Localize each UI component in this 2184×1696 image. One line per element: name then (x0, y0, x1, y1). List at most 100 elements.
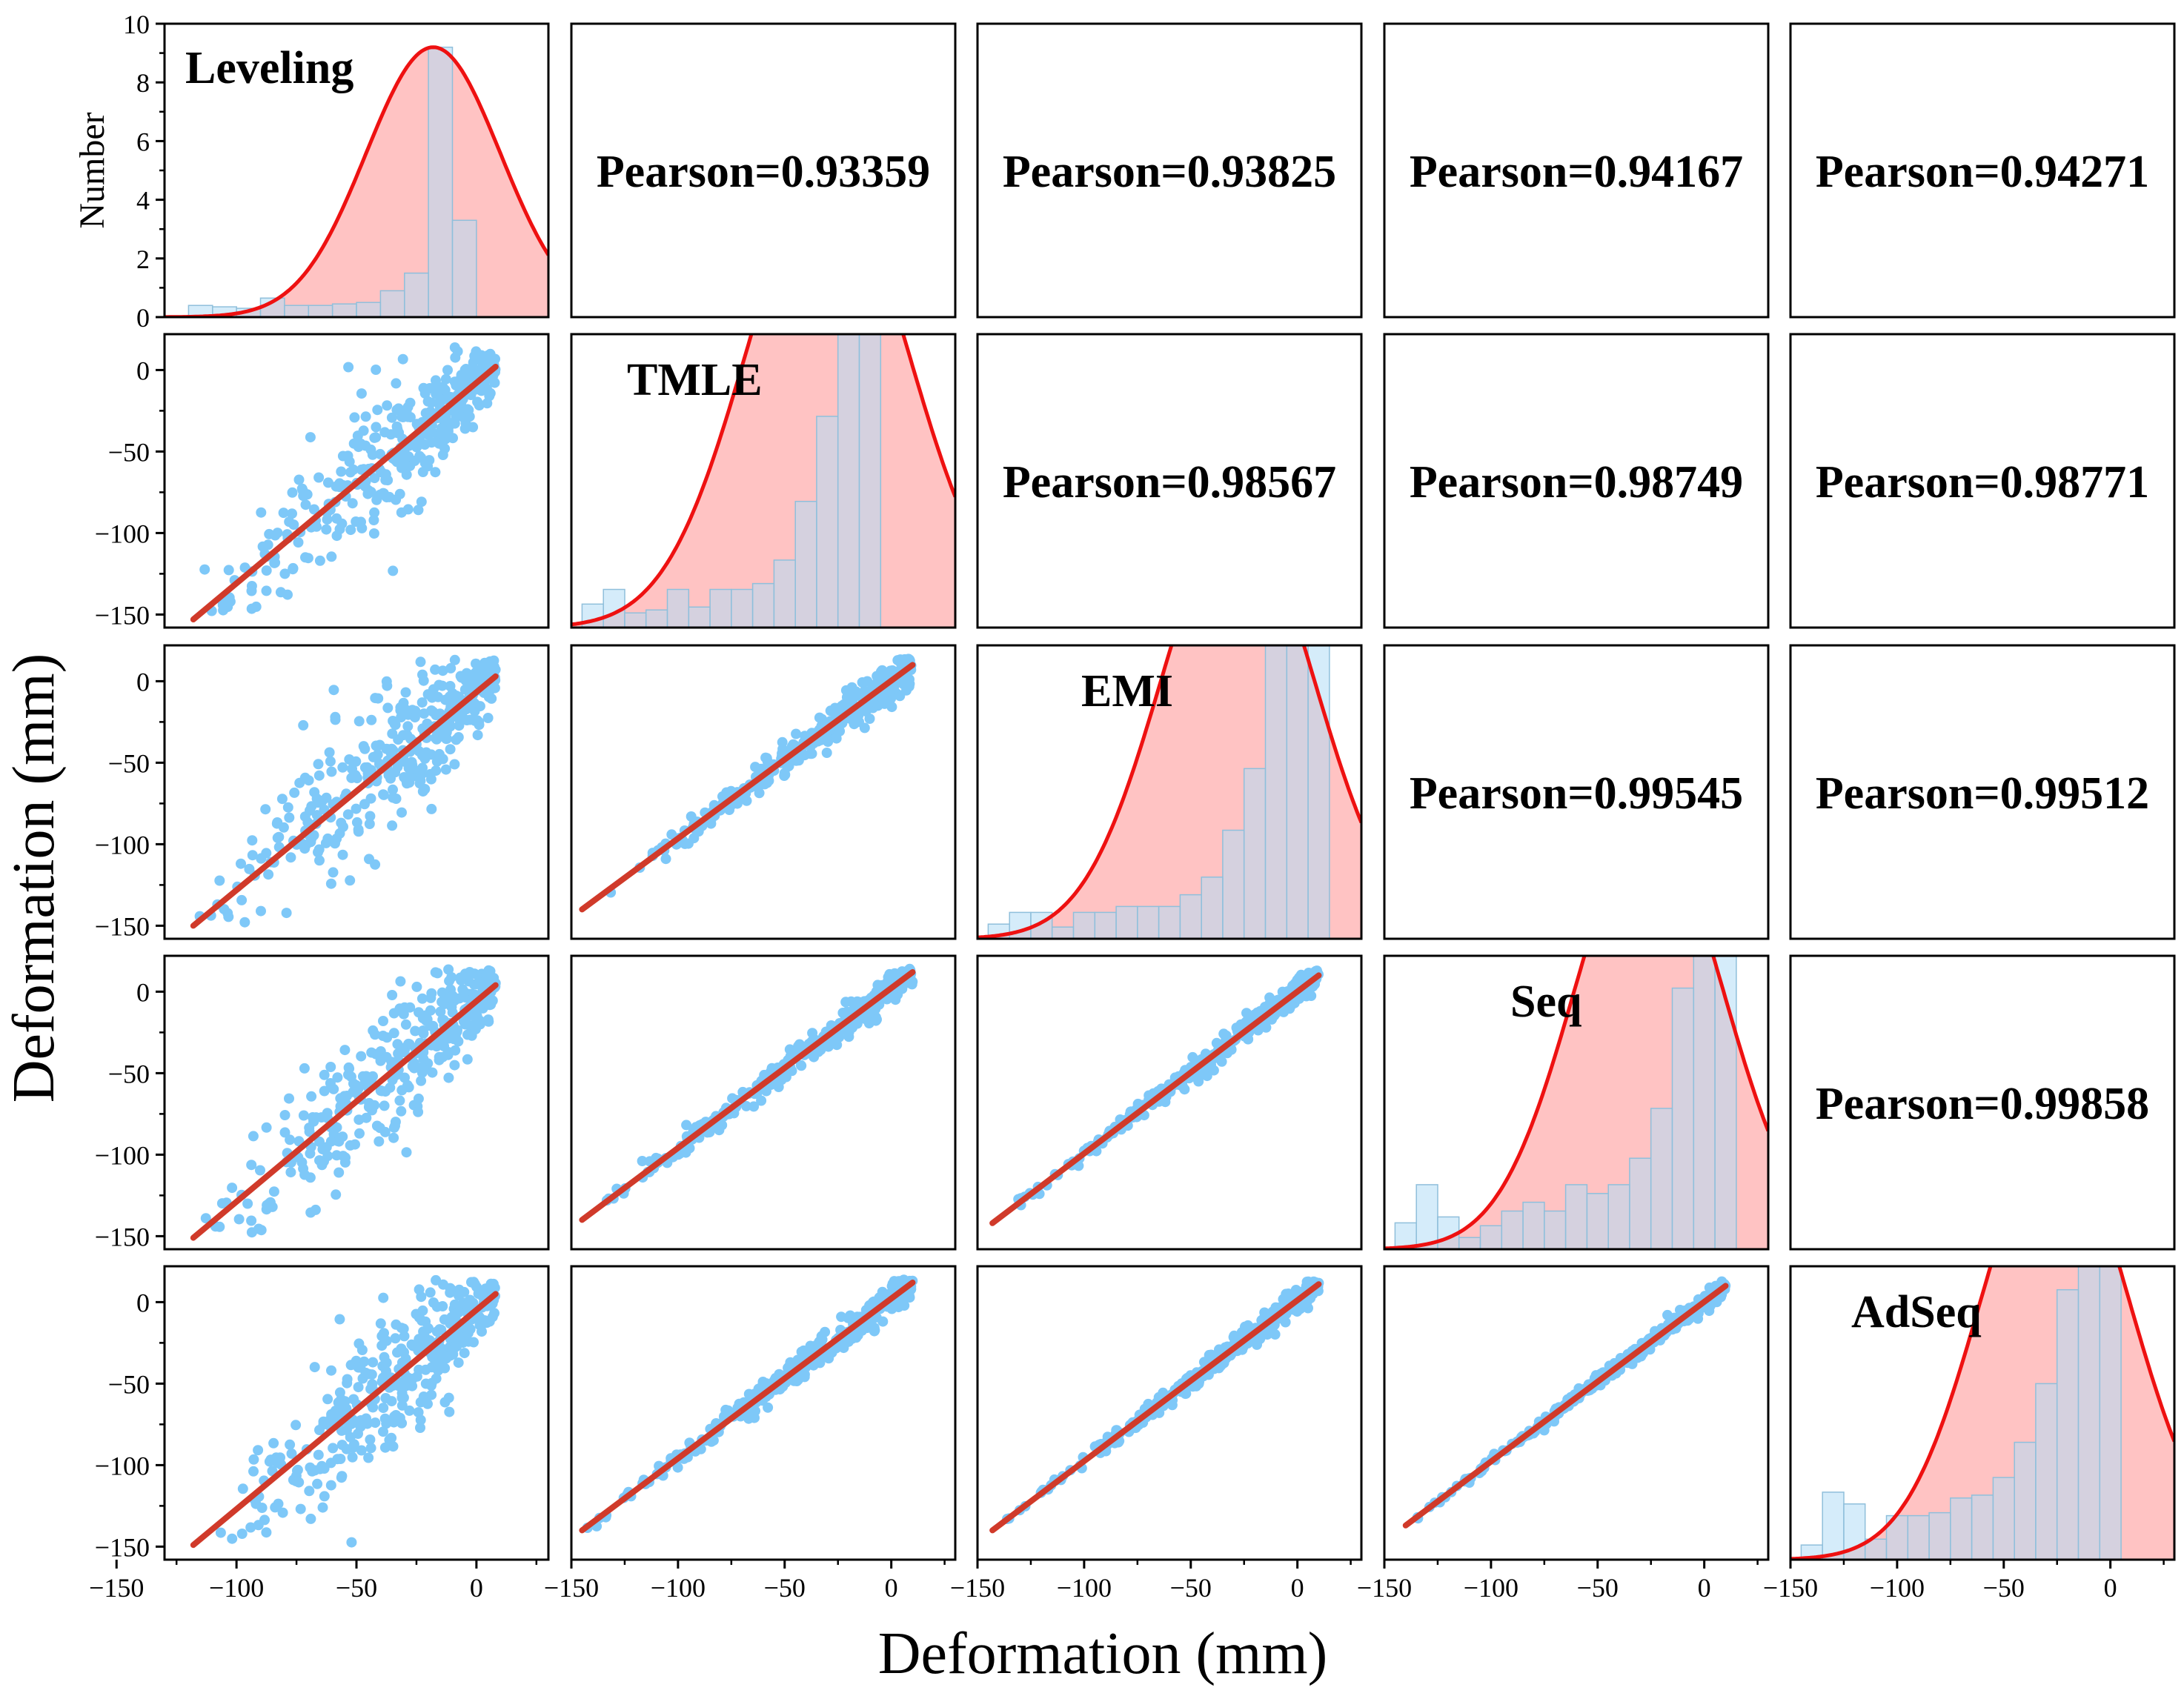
scatter-point (706, 818, 717, 829)
scatter-point (419, 388, 431, 399)
scatter-point (253, 1445, 264, 1456)
scatter-point (852, 1018, 863, 1029)
panel-r3-c4: Pearson=0.99858 (1789, 954, 2176, 1251)
scatter-point (867, 679, 878, 691)
histogram-bar (1907, 1514, 1930, 1560)
panel-r0-c3: Pearson=0.94167 (1383, 22, 1770, 319)
scatter-point (319, 1491, 330, 1502)
histogram-bar (1458, 1237, 1481, 1249)
histogram-bar (331, 303, 357, 317)
normal-curve-line (978, 645, 1361, 939)
scatter-point (474, 662, 485, 674)
scatter-point (374, 489, 385, 500)
scatter-point (404, 1405, 415, 1416)
scatter-points (200, 964, 501, 1238)
panel-r2-c0: 0 −50 −100 −150 (95, 644, 550, 941)
scatter-point (369, 473, 380, 484)
scatter-point (314, 1425, 325, 1435)
scatter-point (370, 1417, 381, 1429)
scatter-point (840, 997, 852, 1008)
scatter-point (415, 775, 426, 786)
histogram-bar (1158, 905, 1181, 939)
histogram-bar (1307, 645, 1330, 939)
scatter-point (443, 964, 454, 975)
scatter-point (291, 1420, 302, 1431)
scatter-point (459, 1348, 470, 1359)
histogram-bar (308, 305, 333, 317)
scatter-point (384, 1434, 395, 1446)
panel-frame (1789, 644, 2176, 940)
scatter-point (485, 999, 497, 1010)
method-label-tmle: TMLE (627, 355, 763, 405)
panel-r0-c2: Pearson=0.93825 (976, 22, 1363, 319)
scatter-point (489, 1308, 499, 1319)
scatter-point (396, 1357, 408, 1368)
scatter-point (333, 1397, 344, 1408)
scatter-point (831, 733, 842, 744)
scatter-point (448, 1034, 459, 1045)
scatter-point (298, 1110, 309, 1121)
scatter-point (430, 467, 441, 478)
histogram-bar (2077, 1266, 2101, 1560)
x-tick-label: 0 (1291, 1573, 1304, 1603)
panel-r0-c1: Pearson=0.93359 (570, 22, 957, 319)
histogram-content (571, 334, 955, 628)
scatter-point (218, 605, 229, 616)
scatter-point (877, 671, 889, 682)
scatter-point (436, 423, 447, 433)
scatter-point (485, 656, 496, 667)
scatter-point (428, 1297, 439, 1308)
scatter-point (360, 411, 371, 422)
scatter-point (353, 1382, 364, 1393)
y-tick-label: 6 (136, 127, 150, 156)
scatter-point (460, 1015, 471, 1026)
scatter-point (459, 1286, 470, 1297)
scatter-point (375, 1318, 386, 1329)
scatter-point (869, 1326, 880, 1337)
scatter-point (450, 352, 461, 363)
scatter-point (422, 461, 434, 472)
histogram-bar (451, 219, 477, 317)
scatter-point (474, 400, 485, 410)
scatter-point (754, 788, 765, 799)
scatter-point (331, 1189, 342, 1200)
histogram-content (165, 45, 548, 317)
scatter-point (279, 568, 291, 579)
scatter-point (276, 794, 288, 805)
scatter-point (411, 442, 422, 453)
histogram-bar (356, 302, 382, 317)
histogram-bar (404, 272, 429, 317)
scatter-point (394, 1003, 405, 1014)
scatter-point (799, 750, 810, 761)
scatter-point (859, 1013, 870, 1024)
panel-frame (1383, 644, 1770, 940)
scatter-point (400, 687, 411, 698)
panel-r4-c4: AdSeq −150 −100 −50 0 (1763, 1265, 2176, 1603)
histogram-content (1384, 956, 1768, 1249)
histogram-bar (1586, 1193, 1609, 1249)
y-tick-label: −50 (108, 1059, 150, 1088)
scatter-point (459, 684, 471, 695)
histogram-bar (1415, 1184, 1438, 1249)
histogram-bar (1564, 1184, 1588, 1249)
scatter-point (483, 965, 494, 976)
scatter-point (396, 1343, 407, 1354)
scatter-point (365, 1434, 376, 1445)
scatter-point (417, 1025, 428, 1036)
scatter-point (391, 378, 402, 389)
scatter-point (261, 565, 272, 576)
pearson-text: Pearson=0.99545 (1410, 768, 1743, 819)
scatter-point (305, 1148, 316, 1159)
scatter-point (414, 1364, 425, 1375)
scatter-point (316, 1461, 328, 1472)
histogram-bar (1607, 1184, 1630, 1249)
scatter-point (284, 1093, 294, 1104)
x-tick-label: −100 (209, 1573, 264, 1603)
scatter-point (446, 1002, 457, 1013)
x-tick-label: −100 (1464, 1573, 1518, 1603)
histogram-bar (837, 334, 860, 628)
scatter-point (431, 375, 441, 386)
scatter-point (794, 1039, 805, 1050)
scatter-point (373, 693, 384, 704)
scatter-point (430, 664, 441, 675)
